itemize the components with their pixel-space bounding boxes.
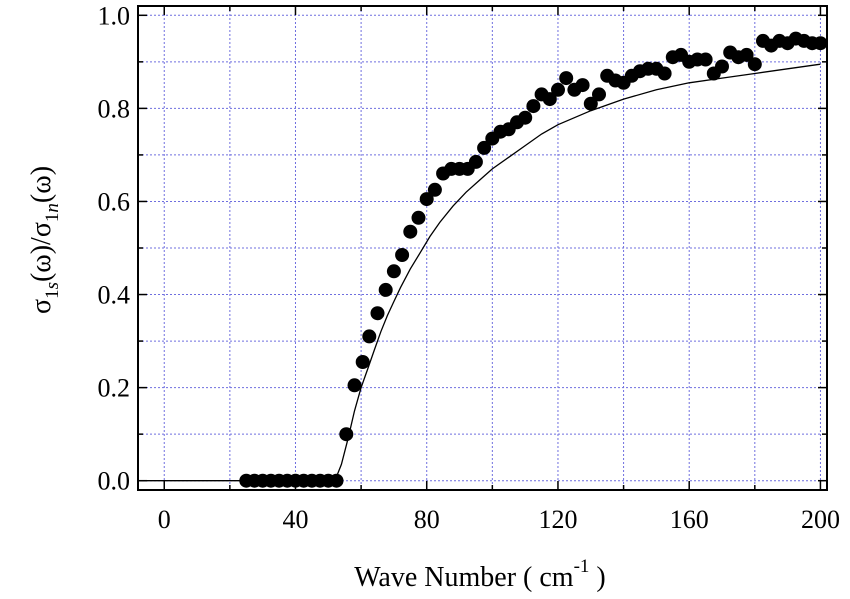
tick-labels: 0 40 80 120 160 200 0.0 0.2 0.4 0.6 0.8 1.0 <box>98 1 840 534</box>
data-point <box>551 82 565 97</box>
y-tick-label: 0.4 <box>98 281 131 310</box>
data-point <box>419 192 434 207</box>
data-point <box>427 182 442 197</box>
data-point <box>575 78 590 93</box>
data-point <box>698 52 713 67</box>
data-point <box>747 57 762 72</box>
y-tick-label: 0.2 <box>98 374 131 403</box>
data-point <box>813 36 828 51</box>
x-axis-title: Wave Number ( cm-1 ) <box>354 556 605 593</box>
data-point <box>657 66 672 81</box>
fit-line-group <box>138 63 821 482</box>
data-point <box>355 355 370 369</box>
data-point <box>339 427 354 442</box>
data-point <box>526 99 541 114</box>
data-point <box>468 154 483 169</box>
data-points <box>239 31 828 488</box>
data-point <box>403 224 418 239</box>
data-point <box>739 47 754 62</box>
y-axis-title: σ1s(ω)/σ1n(ω) <box>26 166 63 314</box>
y-tick-label: 0.8 <box>98 94 131 123</box>
data-point <box>518 110 533 125</box>
y-tick-label: 0.6 <box>98 187 131 216</box>
data-point <box>329 473 344 488</box>
data-point <box>378 282 393 297</box>
data-point <box>411 210 426 225</box>
x-tick-label: 40 <box>282 505 308 534</box>
x-tick-label: 120 <box>538 505 577 534</box>
x-tick-label: 160 <box>670 505 709 534</box>
data-point <box>477 140 492 155</box>
data-point <box>583 96 598 111</box>
x-tick-label: 200 <box>801 505 840 534</box>
data-point <box>715 59 729 74</box>
data-point <box>347 378 362 393</box>
data-point <box>386 264 401 279</box>
y-tick-label: 1.0 <box>98 1 131 30</box>
data-point <box>542 92 557 107</box>
y-tick-label: 0.0 <box>98 467 131 496</box>
grid <box>138 6 827 490</box>
x-tick-label: 0 <box>158 505 171 534</box>
x-tick-label: 80 <box>414 505 440 534</box>
data-point <box>362 329 377 344</box>
data-point <box>395 248 410 262</box>
data-point <box>592 87 606 102</box>
data-point <box>370 306 385 321</box>
data-point <box>559 71 574 86</box>
fit-line <box>138 63 821 482</box>
